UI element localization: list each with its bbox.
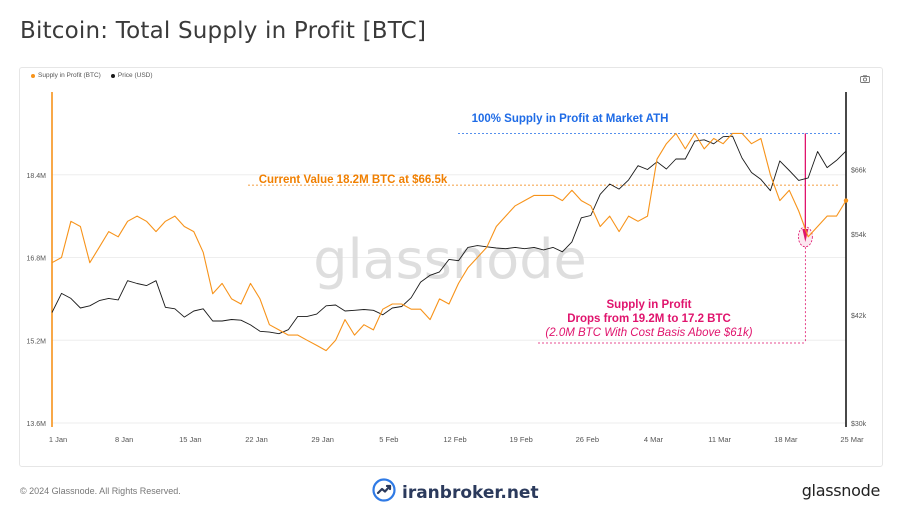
copyright-text: © 2024 Glassnode. All Rights Reserved. (20, 486, 181, 496)
drop-highlight-circle (797, 226, 813, 248)
x-tick-label: 18 Mar (774, 435, 798, 444)
annotation-drop-detail: Drops from 19.2M to 17.2 BTC (567, 313, 731, 325)
annotations: 100% Supply in Profit at Market ATH Curr… (259, 113, 753, 339)
brand-block: iranbroker.net (372, 478, 539, 507)
x-tick-label: 5 Feb (379, 435, 398, 444)
x-tick-label: 12 Feb (443, 435, 466, 444)
legend-dot-price (110, 73, 115, 78)
y-left-tick-label: 18.4M (27, 173, 47, 180)
glassnode-logo: glassnode (801, 481, 881, 500)
x-tick-label: 29 Jan (311, 435, 334, 444)
annotation-drop-title: Supply in Profit (607, 299, 692, 311)
camera-icon[interactable] (860, 75, 870, 85)
legend-dot-supply (31, 73, 35, 78)
x-tick-label: 1 Jan (49, 435, 67, 444)
chart-axes (51, 92, 847, 427)
price-usd-line (51, 135, 847, 335)
supply-in-profit-line (51, 132, 847, 352)
brand-name: iranbroker.net (402, 482, 539, 503)
legend-label-supply: Supply in Profit (BTC) (38, 72, 101, 79)
chart-legend: Supply in Profit (BTC) Price (USD) (31, 72, 153, 79)
legend-item-supply[interactable]: Supply in Profit (BTC) (31, 72, 101, 79)
x-tick-label: 26 Feb (576, 435, 599, 444)
reference-lines (248, 132, 840, 344)
y-right-tick-label: $30k (851, 421, 867, 428)
y-right-tick-label: $42k (851, 313, 867, 320)
y-left-tick-label: 16.8M (27, 256, 47, 263)
growth-chart-icon (372, 478, 396, 507)
x-tick-label: 15 Jan (179, 435, 202, 444)
y-axis-ticks: 13.6M 15.2M 16.8M 18.4M $30k $42k $54k $66k (27, 168, 867, 428)
legend-label-price: Price (USD) (117, 72, 153, 79)
x-axis-ticks: 1 Jan 8 Jan 15 Jan 22 Jan 29 Jan 5 Feb 12 Feb 1… (49, 435, 864, 444)
x-tick-label: 4 Mar (644, 435, 664, 444)
x-tick-label: 11 Mar (708, 435, 731, 444)
series-lines (51, 132, 849, 352)
chart-grid (52, 174, 846, 424)
supply-end-point (843, 198, 849, 203)
annotation-ath: 100% Supply in Profit at Market ATH (472, 113, 669, 125)
x-tick-label: 19 Feb (509, 435, 532, 444)
annotation-drop-note: (2.0M BTC With Cost Basis Above $61k) (545, 327, 752, 339)
page-title: Bitcoin: Total Supply in Profit [BTC] (20, 18, 427, 44)
legend-item-price[interactable]: Price (USD) (110, 72, 153, 79)
y-right-tick-label: $54k (851, 232, 867, 239)
annotation-current: Current Value 18.2M BTC at $66.5k (259, 174, 448, 186)
x-tick-label: 25 Mar (840, 435, 864, 444)
x-tick-label: 22 Jan (245, 435, 268, 444)
y-left-tick-label: 15.2M (27, 338, 47, 345)
y-right-tick-label: $66k (851, 168, 867, 175)
x-tick-label: 8 Jan (115, 435, 133, 444)
y-left-tick-label: 13.6M (27, 421, 47, 428)
